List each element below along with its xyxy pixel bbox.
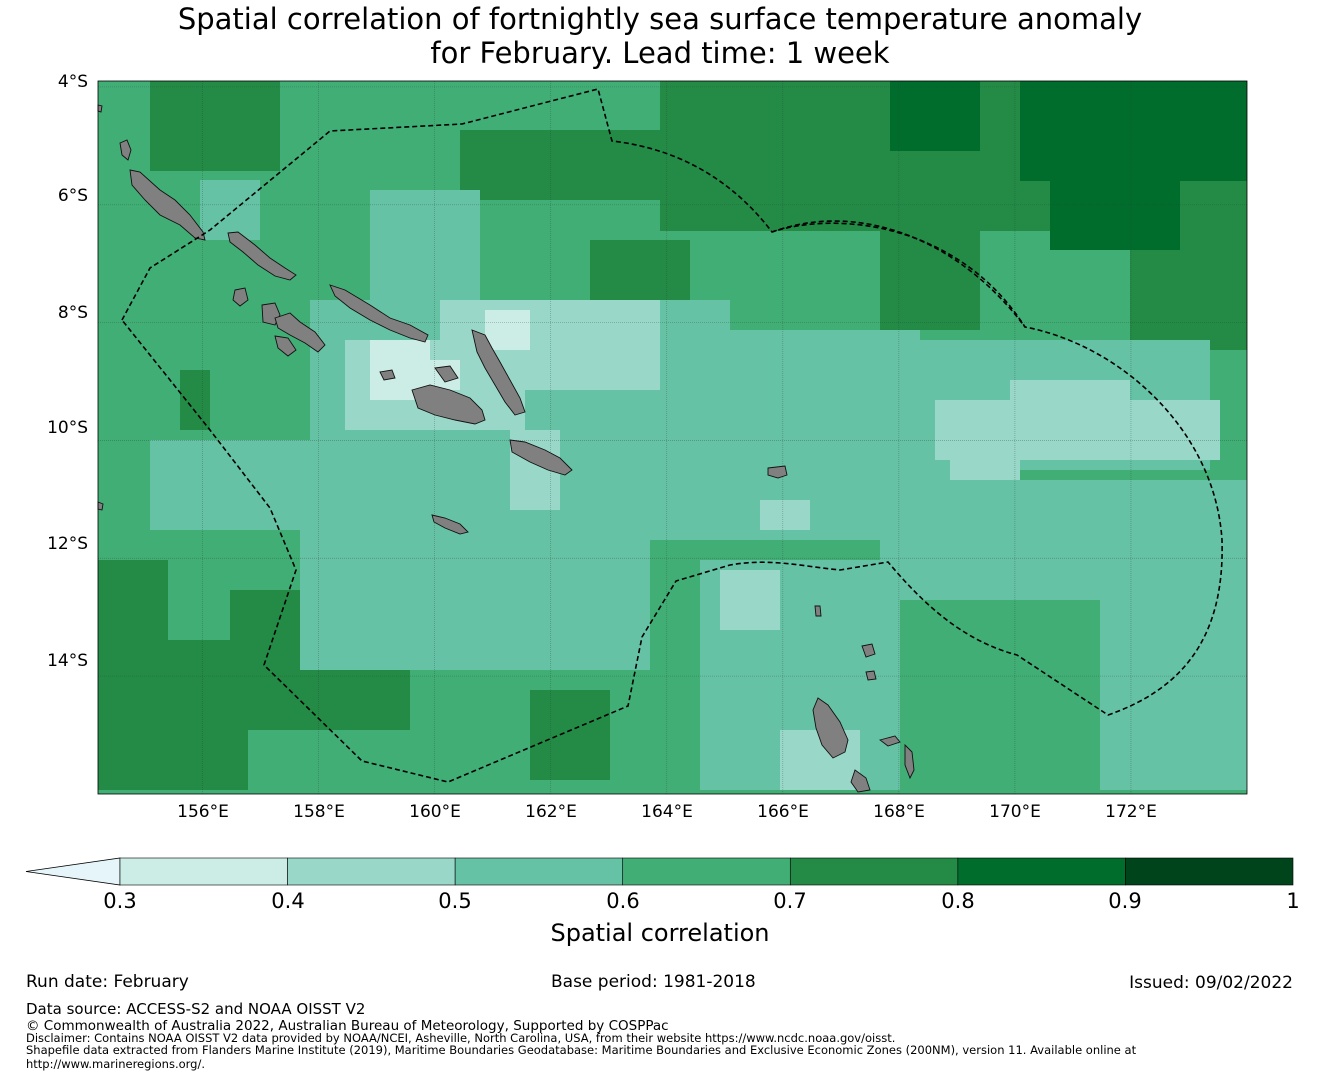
colorbar-tick-0-3: 0.3 <box>103 889 137 913</box>
island-tikopia <box>865 670 877 681</box>
heatmap-cell-central-band <box>370 190 480 300</box>
heatmap-cell-central-band <box>150 440 310 530</box>
colorbar-segment-4 <box>789 857 959 886</box>
heatmap-cell-central-band <box>880 520 990 600</box>
disclaimer: Disclaimer: Contains NOAA OISST V2 data … <box>26 1031 896 1045</box>
colorbar-tick-0-8: 0.8 <box>941 889 975 913</box>
island-choiseul <box>227 231 297 281</box>
lon-tick-172e: 172°E <box>1105 802 1157 822</box>
colorbar-tick-1: 1 <box>1286 889 1300 913</box>
lon-tick-158e: 158°E <box>293 802 345 822</box>
shapefile-credit: Shapefile data extracted from Flanders M… <box>26 1043 1137 1057</box>
heatmap-cell-solomon-high <box>440 300 660 390</box>
island-banks-islands <box>861 643 876 658</box>
heatmap-cell-east-band <box>950 460 1020 480</box>
island-rennell <box>431 514 469 535</box>
lat-tick-6s: 6°S <box>57 186 88 206</box>
colorbar-tick-0-6: 0.6 <box>606 889 640 913</box>
island-florida-islands <box>434 365 459 383</box>
lat-tick-14s: 14°S <box>47 651 88 671</box>
map-gridlines <box>98 81 1247 794</box>
data-source: Data source: ACCESS-S2 and NOAA OISST V2 <box>26 1000 366 1018</box>
lon-tick-164e: 164°E <box>641 802 693 822</box>
island-west-edge <box>97 104 103 113</box>
title-line-1: Spatial correlation of fortnightly sea s… <box>177 2 1143 36</box>
island-rendova <box>274 335 297 357</box>
map-frame <box>97 80 1248 795</box>
heatmap-cell-northeast-band <box>460 130 660 200</box>
colorbar-tick-0-4: 0.4 <box>271 889 305 913</box>
base-period: Base period: 1981-2018 <box>551 972 756 992</box>
eez-boundary-solomon <box>121 88 1223 783</box>
heatmap-cell-northeast-band <box>150 81 280 171</box>
island-russell-islands <box>379 369 396 381</box>
heatmap-cell-northeast-band <box>880 230 980 330</box>
lat-tick-4s: 4°S <box>57 72 88 92</box>
lon-tick-160e: 160°E <box>409 802 461 822</box>
heatmap-cell-east-band <box>1010 380 1130 420</box>
colorbar-segment-1 <box>287 857 456 886</box>
heatmap-cell-central-band <box>1100 600 1247 790</box>
eez-boundary-vanuatu <box>771 220 1026 328</box>
heatmap-cell-solomon-high <box>760 500 810 530</box>
lon-tick-162e: 162°E <box>525 802 577 822</box>
island-buka <box>119 139 132 161</box>
colorbar-segment-6 <box>1125 857 1294 886</box>
run-date: Run date: February <box>26 972 189 992</box>
colorbar-segment-2 <box>454 857 624 886</box>
lon-tick-170e: 170°E <box>989 802 1041 822</box>
heatmap-cells <box>98 81 1247 794</box>
colorbar-tick-0-5: 0.5 <box>438 889 472 913</box>
heatmap-cell-solomon-core <box>485 310 530 350</box>
colorbar-tick-0-7: 0.7 <box>773 889 807 913</box>
island-malakula <box>850 769 871 793</box>
lat-tick-8s: 8°S <box>57 303 88 323</box>
heatmap-cell-northeast-band <box>530 690 610 780</box>
heatmap-cell-far-northeast <box>890 81 980 151</box>
issued-date: Issued: 09/02/2022 <box>1129 973 1293 993</box>
island-torres <box>814 605 822 617</box>
heatmap-cell-northeast-band <box>98 640 248 790</box>
shapefile-url: http://www.marineregions.org/. <box>26 1057 205 1071</box>
title-line-2: for February. Lead time: 1 week <box>430 36 890 70</box>
island-kolombangara <box>274 312 326 353</box>
chart-title: Spatial correlation of fortnightly sea s… <box>0 2 1320 70</box>
island-vella-lavella <box>232 287 249 307</box>
heatmap-cell-central-band <box>990 480 1247 600</box>
island-pentecost <box>904 743 915 780</box>
colorbar-segment-5 <box>957 857 1126 886</box>
lat-tick-12s: 12°S <box>47 534 88 554</box>
heatmap-cell-far-northeast <box>1020 81 1247 181</box>
colorbar-segment-0 <box>119 857 288 886</box>
lon-tick-156e: 156°E <box>177 802 229 822</box>
heatmap-cell-northeast-band <box>590 240 690 300</box>
heatmap-cell-solomon-high <box>720 570 780 630</box>
lon-tick-168e: 168°E <box>873 802 925 822</box>
island-ambae <box>878 735 901 747</box>
heatmap-cell-northeast-band <box>180 370 210 430</box>
lon-tick-166e: 166°E <box>757 802 809 822</box>
island-malaita <box>471 329 526 416</box>
heatmap-cell-far-northeast <box>1050 180 1180 250</box>
island-espiritu-santo <box>812 697 849 759</box>
island-guadalcanal <box>411 384 486 425</box>
copyright: © Commonwealth of Australia 2022, Austra… <box>26 1018 669 1034</box>
island-santa-cruz <box>767 465 788 479</box>
colorbar-extend-min <box>25 857 121 886</box>
colorbar-tick-0-9: 0.9 <box>1108 889 1142 913</box>
island-santa-isabel <box>329 284 429 343</box>
colorbar-segment-3 <box>622 857 791 886</box>
heatmap-cell-central-band <box>300 460 650 670</box>
lat-tick-10s: 10°S <box>47 418 88 438</box>
heatmap-cell-northeast-band <box>98 560 168 640</box>
island-bougainville <box>129 169 206 241</box>
colorbar-label: Spatial correlation <box>550 919 770 947</box>
islands-layer <box>97 104 915 793</box>
heatmap-cell-central-band <box>730 330 920 460</box>
colorbar <box>25 857 1294 886</box>
island-makira <box>509 439 573 476</box>
